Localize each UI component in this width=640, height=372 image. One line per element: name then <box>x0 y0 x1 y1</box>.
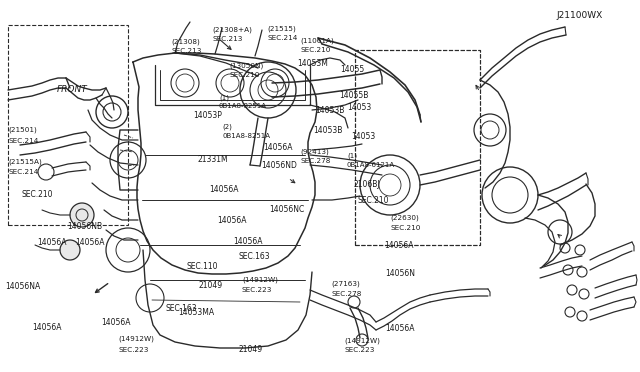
Text: 14056A: 14056A <box>101 318 131 327</box>
Text: SEC.223: SEC.223 <box>344 347 374 353</box>
Text: SEC.214: SEC.214 <box>268 35 298 41</box>
Circle shape <box>70 203 94 227</box>
Text: SEC.214: SEC.214 <box>8 169 38 175</box>
Text: 14053M: 14053M <box>298 60 328 68</box>
Text: 14056A: 14056A <box>209 185 239 194</box>
Text: 14056A: 14056A <box>264 143 293 152</box>
Text: SEC.214: SEC.214 <box>8 138 38 144</box>
Text: 14056NC: 14056NC <box>269 205 304 214</box>
Text: (21501): (21501) <box>8 127 37 134</box>
Text: (21515A): (21515A) <box>8 158 42 165</box>
Text: 14053P: 14053P <box>193 111 222 120</box>
Text: 14056A: 14056A <box>32 323 61 332</box>
Text: 2106BJ: 2106BJ <box>353 180 380 189</box>
Text: J21100WX: J21100WX <box>557 11 603 20</box>
Text: (27163): (27163) <box>332 281 360 288</box>
Bar <box>355 50 480 245</box>
Text: 14056A: 14056A <box>37 238 67 247</box>
Text: SEC.213: SEC.213 <box>212 36 243 42</box>
Text: SEC.210: SEC.210 <box>21 190 52 199</box>
Bar <box>355 50 480 245</box>
Text: (1): (1) <box>347 153 357 160</box>
Text: 21331M: 21331M <box>197 155 228 164</box>
Text: SEC.210: SEC.210 <box>357 196 388 205</box>
Text: SEC.213: SEC.213 <box>172 48 202 54</box>
Text: 0B1A8-8251A: 0B1A8-8251A <box>223 133 271 139</box>
Text: (14912W): (14912W) <box>344 337 380 344</box>
Text: (21308): (21308) <box>172 38 200 45</box>
Text: SEC.223: SEC.223 <box>118 347 148 353</box>
Circle shape <box>60 240 80 260</box>
Text: SEC.210: SEC.210 <box>301 47 331 53</box>
Text: SEC.110: SEC.110 <box>187 262 218 271</box>
Text: (14912W): (14912W) <box>242 276 278 283</box>
Bar <box>8 25 128 225</box>
Text: 14053: 14053 <box>348 103 372 112</box>
Text: SEC.278: SEC.278 <box>300 158 330 164</box>
Text: 14056A: 14056A <box>76 238 105 247</box>
Text: (13050N): (13050N) <box>229 63 264 70</box>
Text: 14056A: 14056A <box>385 324 415 333</box>
Text: 14056A: 14056A <box>234 237 263 246</box>
Text: SEC.210: SEC.210 <box>229 72 259 78</box>
Text: (11061A): (11061A) <box>301 38 335 44</box>
Text: 0B1A8-8251A: 0B1A8-8251A <box>219 103 267 109</box>
Text: (22630): (22630) <box>390 215 419 221</box>
Text: 14056N: 14056N <box>385 269 415 278</box>
Text: 14056NA: 14056NA <box>5 282 40 291</box>
Text: SEC.163: SEC.163 <box>238 252 269 261</box>
Text: (21308+A): (21308+A) <box>212 26 252 33</box>
Text: 14056NB: 14056NB <box>67 222 102 231</box>
Text: 14053B: 14053B <box>314 126 343 135</box>
Text: SEC.163: SEC.163 <box>165 304 196 312</box>
Text: 14056A: 14056A <box>384 241 413 250</box>
Text: (14912W): (14912W) <box>118 335 154 342</box>
Text: SEC.223: SEC.223 <box>242 287 272 293</box>
Text: (92413): (92413) <box>300 148 329 155</box>
Text: (1): (1) <box>219 94 229 101</box>
Text: (21515): (21515) <box>268 26 296 32</box>
Text: 14055: 14055 <box>340 65 365 74</box>
Text: 14056ND: 14056ND <box>261 161 297 170</box>
Text: 0B1A8-6121A: 0B1A8-6121A <box>347 162 395 168</box>
Text: 14053MA: 14053MA <box>178 308 214 317</box>
Text: 14055B: 14055B <box>339 92 369 100</box>
Text: SEC.210: SEC.210 <box>390 225 420 231</box>
Text: 14056A: 14056A <box>218 216 247 225</box>
Text: 14053: 14053 <box>351 132 375 141</box>
Text: 21049: 21049 <box>238 345 262 354</box>
Text: 14053B: 14053B <box>315 106 344 115</box>
Text: 21049: 21049 <box>198 281 223 290</box>
Text: (2): (2) <box>223 124 232 131</box>
Text: FRONT: FRONT <box>56 85 87 94</box>
Text: SEC.278: SEC.278 <box>332 291 362 297</box>
